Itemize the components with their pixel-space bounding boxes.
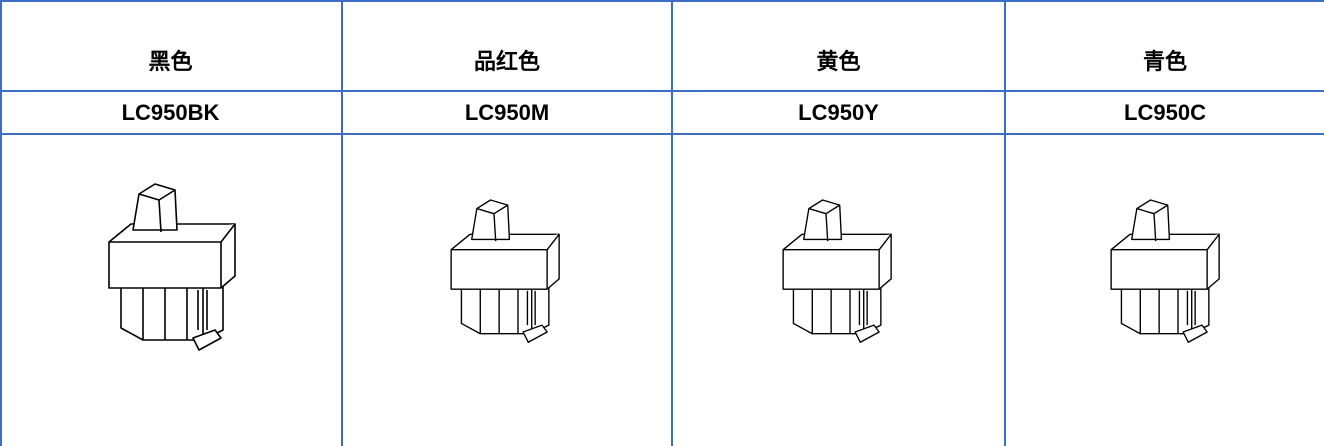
- cartridge-image: [778, 188, 898, 368]
- cartridge-image: [1106, 188, 1226, 368]
- header-cell: 黑色: [148, 49, 193, 74]
- model-cell: LC950Y: [798, 100, 879, 125]
- cartridge-image: [446, 188, 566, 368]
- border-left: [0, 0, 2, 446]
- model-cell: LC950M: [464, 100, 550, 125]
- row-line: [0, 133, 1324, 135]
- header-cell: 青色: [1142, 49, 1187, 74]
- model-cell: LC950BK: [121, 100, 220, 125]
- border-top: [0, 0, 1324, 2]
- model-cell: LC950C: [1124, 100, 1206, 125]
- header-cell: 品红色: [473, 49, 540, 74]
- row-line: [0, 90, 1324, 92]
- col-line: [671, 0, 673, 446]
- col-line: [1004, 0, 1006, 446]
- col-line: [341, 0, 343, 446]
- header-cell: 黄色: [816, 49, 861, 74]
- cartridge-image: [103, 180, 243, 370]
